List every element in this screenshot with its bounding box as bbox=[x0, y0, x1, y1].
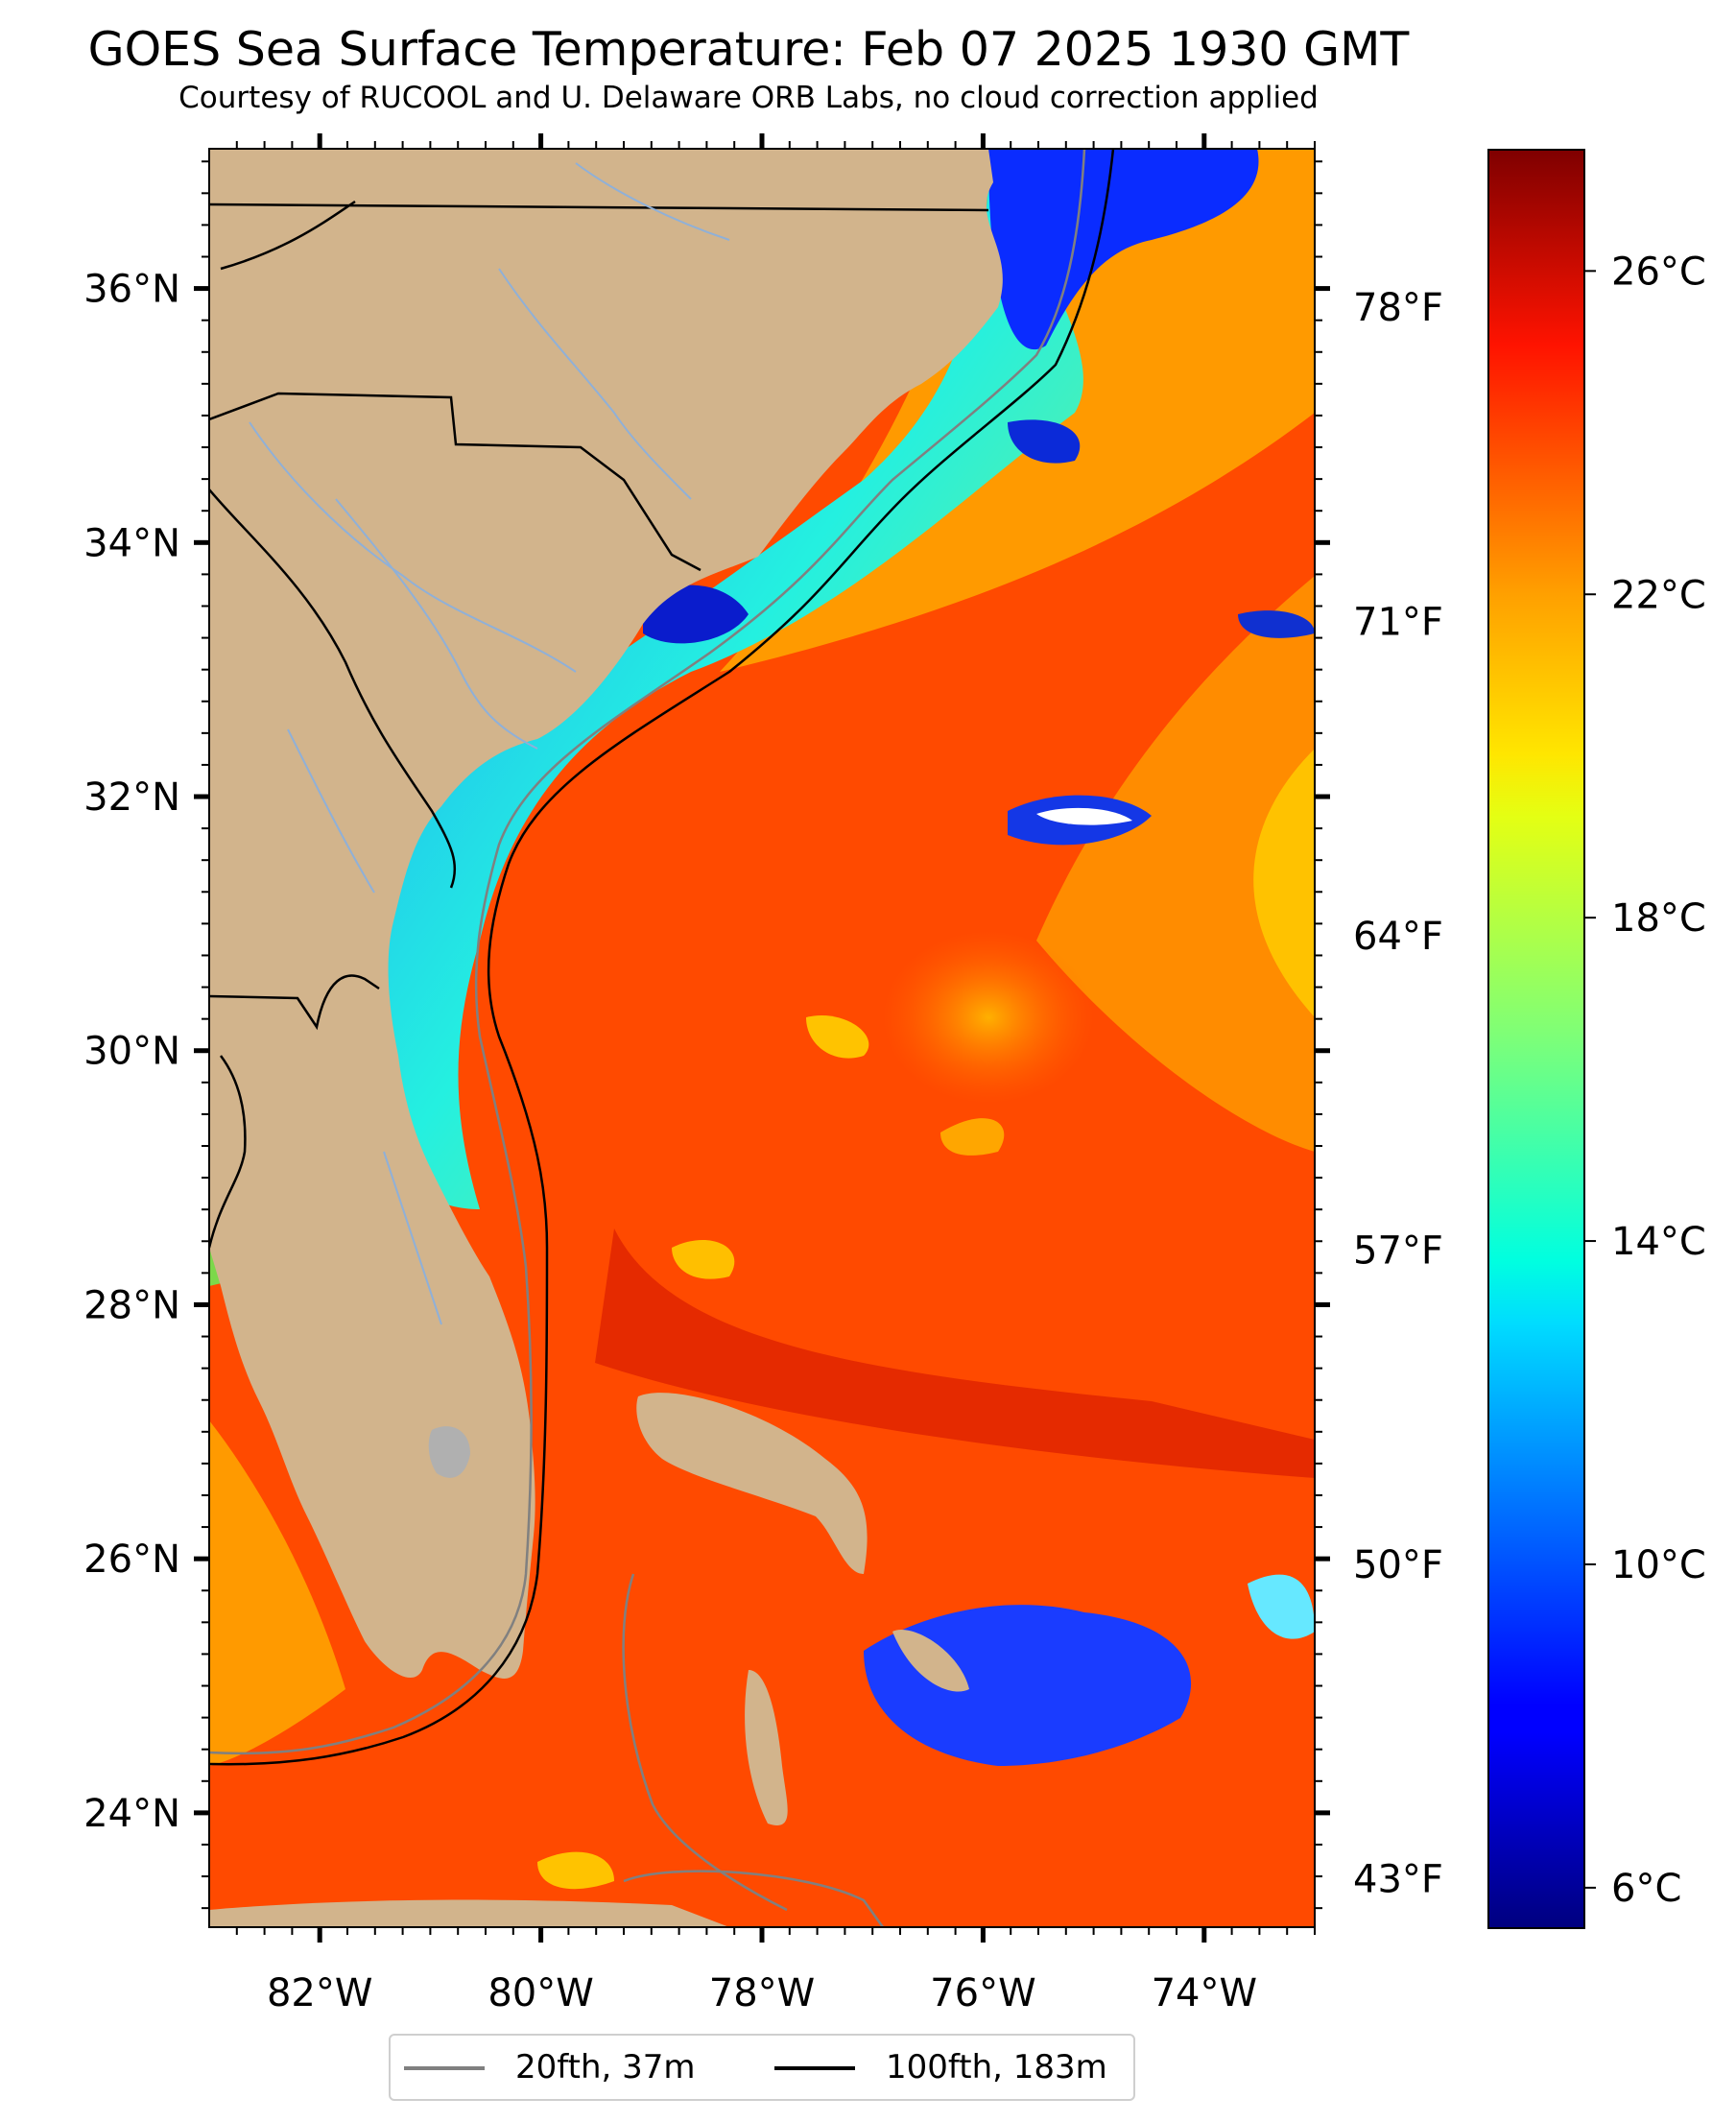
legend-label-20fth: 20fth, 37m bbox=[515, 2048, 696, 2086]
colorbar-celsius-axis: 26°C 22°C 18°C 14°C 10°C 6°C bbox=[1584, 250, 1706, 1911]
lat-tick-label: 36°N bbox=[83, 268, 180, 312]
celsius-tick-label: 22°C bbox=[1611, 573, 1706, 617]
colorbar bbox=[1487, 149, 1585, 1929]
lat-tick-label: 30°N bbox=[83, 1030, 180, 1074]
lat-tick-label: 28°N bbox=[83, 1283, 180, 1327]
map-area bbox=[209, 149, 1315, 1927]
land-grand-bahama bbox=[636, 1393, 868, 1574]
cool-streak-2 bbox=[672, 1239, 735, 1279]
fahrenheit-tick-label: 50°F bbox=[1353, 1543, 1443, 1587]
ocean-east-yellow bbox=[1253, 749, 1315, 1017]
isobath-20fth-line bbox=[209, 149, 1086, 1755]
gulf-of-mexico-warm bbox=[209, 1420, 345, 1766]
page-subtitle: Courtesy of RUCOOL and U. Delaware ORB L… bbox=[178, 81, 1319, 115]
lat-tick-label: 26°N bbox=[83, 1538, 180, 1582]
cold-water-onslow bbox=[643, 584, 749, 644]
cloud-mask-offshore bbox=[1036, 807, 1132, 825]
isobath-20fth-bahama-bank bbox=[622, 1573, 788, 1912]
lon-tick-label: 82°W bbox=[267, 1971, 372, 2015]
lat-tick-label: 34°N bbox=[83, 521, 180, 565]
colorbar-fahrenheit-axis: 78°F 71°F 64°F 57°F 50°F 43°F bbox=[1353, 286, 1443, 1902]
celsius-tick-label: 10°C bbox=[1611, 1543, 1706, 1587]
land-cuba bbox=[209, 1899, 729, 1927]
lat-tick-label: 24°N bbox=[83, 1792, 180, 1836]
celsius-tick-label: 18°C bbox=[1611, 896, 1706, 941]
lat-tick-label: 32°N bbox=[83, 775, 180, 820]
celsius-tick-label: 6°C bbox=[1611, 1867, 1681, 1911]
isobath-20fth-cuba bbox=[623, 1870, 885, 1927]
lon-tick-label: 74°W bbox=[1152, 1971, 1257, 2015]
cold-water-hatteras bbox=[1008, 419, 1081, 464]
land-eleuthera bbox=[892, 1630, 969, 1692]
lake-okeechobee bbox=[428, 1426, 470, 1478]
latitude-axis: 36°N 34°N 32°N 30°N 28°N 26°N 24°N bbox=[83, 160, 1330, 1910]
legend-swatch-20fth bbox=[404, 2066, 485, 2070]
cold-water-east bbox=[1238, 610, 1315, 638]
isobath-100fth-line bbox=[209, 149, 1115, 1766]
cold-water-bahamas bbox=[864, 1605, 1192, 1766]
fahrenheit-tick-label: 64°F bbox=[1353, 915, 1443, 959]
rivers bbox=[249, 162, 730, 1325]
celsius-tick-label: 14°C bbox=[1611, 1220, 1706, 1264]
cool-streak-1 bbox=[806, 1015, 869, 1059]
land-andros bbox=[745, 1670, 788, 1825]
legend-swatch-100fth bbox=[774, 2066, 855, 2070]
legend-label-100fth: 100fth, 183m bbox=[886, 2048, 1107, 2086]
lon-tick-label: 76°W bbox=[930, 1971, 1035, 2015]
fahrenheit-tick-label: 78°F bbox=[1353, 286, 1443, 330]
lon-tick-label: 80°W bbox=[488, 1971, 593, 2015]
ocean-east-orange bbox=[1036, 576, 1315, 1152]
cool-water-se bbox=[1248, 1574, 1315, 1639]
celsius-tick-label: 26°C bbox=[1611, 250, 1706, 294]
fahrenheit-tick-label: 57°F bbox=[1353, 1228, 1443, 1273]
land-us-east-coast bbox=[209, 149, 1003, 1679]
fahrenheit-tick-label: 43°F bbox=[1353, 1858, 1443, 1902]
cold-water-north bbox=[988, 149, 1259, 350]
fahrenheit-tick-label: 71°F bbox=[1353, 600, 1443, 644]
warm-eddy bbox=[883, 931, 1094, 1104]
gulf-stream-core bbox=[595, 1228, 1315, 1478]
isobath-legend: 20fth, 37m 100fth, 183m bbox=[389, 2034, 1135, 2101]
cool-streak-4 bbox=[537, 1851, 614, 1890]
cool-streak-3 bbox=[940, 1118, 1005, 1156]
page-title: GOES Sea Surface Temperature: Feb 07 202… bbox=[87, 22, 1410, 77]
lon-tick-label: 78°W bbox=[709, 1971, 815, 2015]
state-borders bbox=[209, 200, 989, 1249]
longitude-axis: 82°W 80°W 78°W 76°W 74°W bbox=[235, 133, 1316, 2015]
